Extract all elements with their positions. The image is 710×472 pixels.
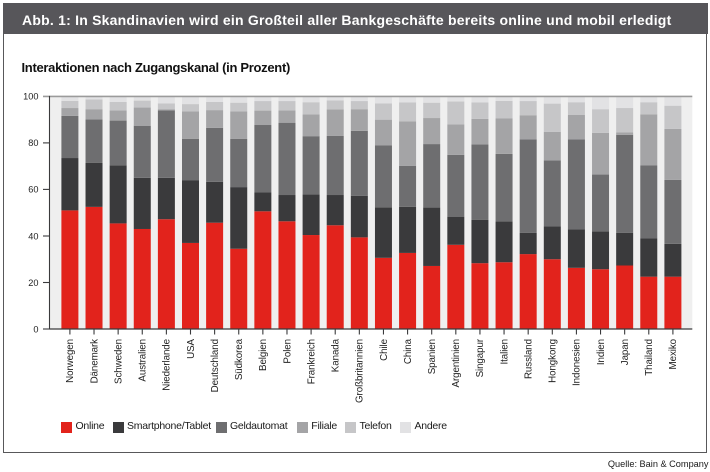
svg-text:40: 40 xyxy=(28,231,38,241)
svg-text:Dänemark: Dänemark xyxy=(89,339,100,384)
svg-text:Singapur: Singapur xyxy=(475,338,486,377)
svg-text:Frankreich: Frankreich xyxy=(306,339,317,384)
svg-text:Kanada: Kanada xyxy=(331,338,342,372)
svg-text:Schweden: Schweden xyxy=(113,339,124,384)
svg-text:Japan: Japan xyxy=(620,339,631,365)
svg-text:Indonesien: Indonesien xyxy=(572,339,583,386)
svg-text:Argentinien: Argentinien xyxy=(451,339,462,387)
svg-text:Hongkong: Hongkong xyxy=(548,339,559,383)
svg-text:60: 60 xyxy=(28,185,38,195)
svg-text:20: 20 xyxy=(28,278,38,288)
svg-text:0: 0 xyxy=(33,324,38,334)
svg-text:Indien: Indien xyxy=(596,339,607,365)
svg-text:Norwegen: Norwegen xyxy=(65,339,76,383)
svg-text:Belgien: Belgien xyxy=(258,339,269,371)
svg-text:Niederlande: Niederlande xyxy=(162,338,173,390)
svg-text:Australien: Australien xyxy=(138,339,149,382)
svg-text:Polen: Polen xyxy=(282,339,293,364)
svg-text:Italien: Italien xyxy=(499,339,510,364)
svg-text:China: China xyxy=(403,338,414,364)
svg-text:Südkorea: Südkorea xyxy=(234,338,245,380)
svg-text:100: 100 xyxy=(23,92,38,102)
svg-text:Mexiko: Mexiko xyxy=(668,338,679,369)
svg-text:Spanien: Spanien xyxy=(427,339,438,374)
svg-text:Großbritannien: Großbritannien xyxy=(355,339,366,403)
svg-text:Russland: Russland xyxy=(523,339,534,379)
svg-text:Deutschland: Deutschland xyxy=(210,339,221,392)
svg-text:Chile: Chile xyxy=(379,338,390,360)
svg-text:USA: USA xyxy=(186,338,197,358)
svg-text:80: 80 xyxy=(28,138,38,148)
svg-text:Thailand: Thailand xyxy=(644,339,655,376)
